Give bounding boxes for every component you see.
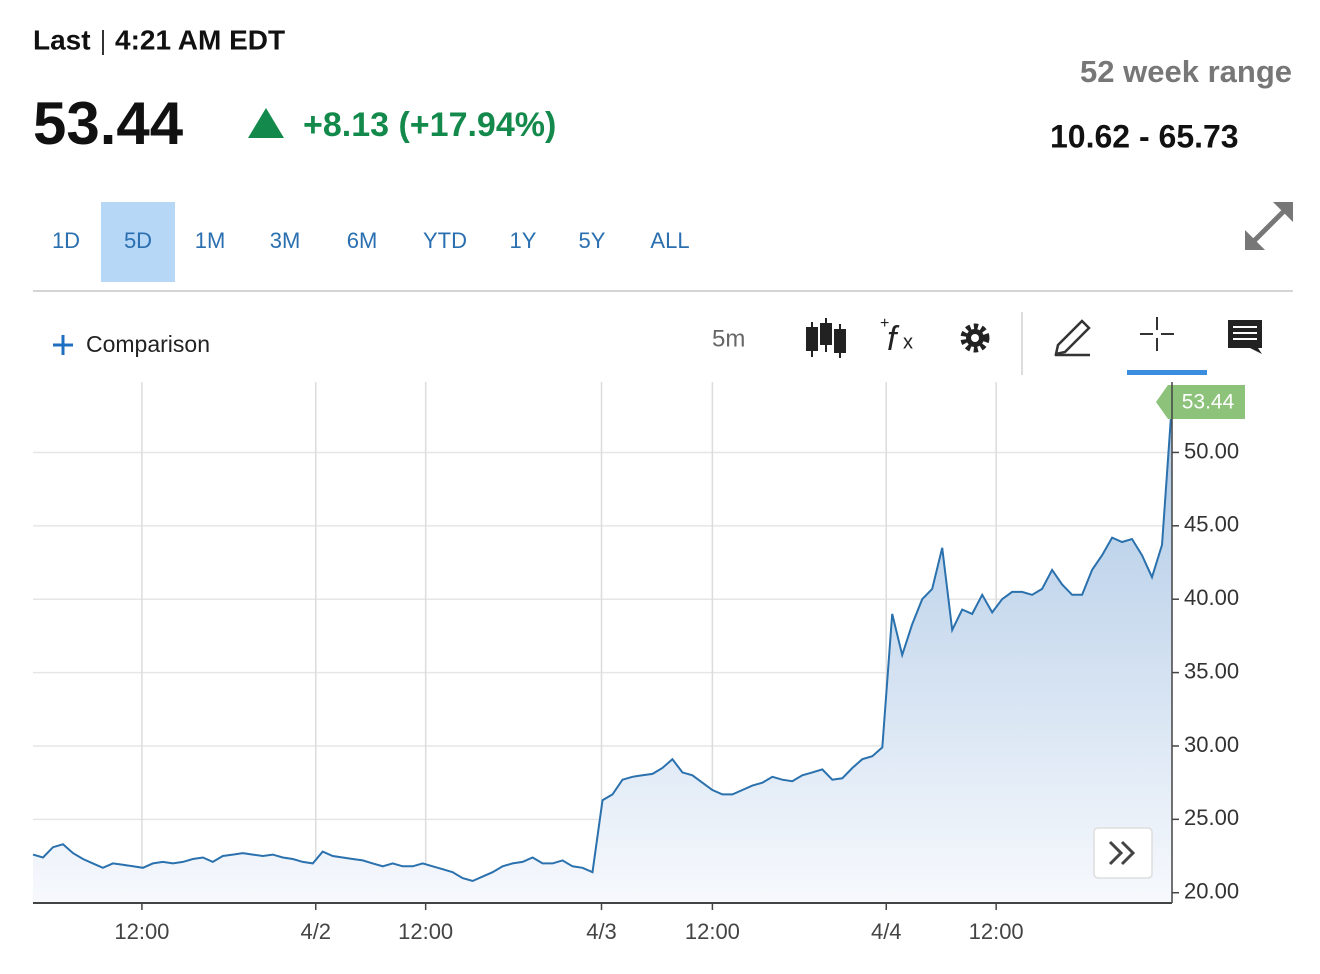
indicator-icon[interactable]: + f x (880, 315, 913, 358)
chart-toolbar: Comparison 5m + f x (53, 312, 1262, 375)
range-tab[interactable]: 1M (195, 228, 226, 253)
expand-icon[interactable] (1245, 202, 1293, 250)
chart: 20.00 25.00 30.00 35.00 40.00 45.00 50.00 12:00… (32, 382, 1245, 944)
tab-label: ALL (650, 228, 689, 253)
range-tab[interactable]: 5Y (579, 228, 606, 253)
line (32, 401, 1173, 883)
tab-label: 6M (347, 228, 378, 253)
range-tab[interactable]: 3M (270, 228, 301, 253)
last-value-box (1156, 384, 1245, 419)
draw-icon[interactable] (1054, 319, 1091, 357)
active-tab-bg (101, 202, 175, 282)
range-tab[interactable]: 5D (101, 202, 175, 282)
up-arrow (248, 108, 284, 138)
range-value: 10.62 - 65.73 (1050, 118, 1239, 154)
y-tick-label: 20.00 (1184, 879, 1239, 904)
y-tick-label: 25.00 (1184, 805, 1239, 830)
x-tick-label: 12:00 (114, 919, 169, 944)
crosshair-icon[interactable] (1140, 317, 1174, 351)
svg-text:+: + (880, 315, 889, 332)
comment-icon[interactable] (1228, 320, 1262, 354)
tab-label: 1M (195, 228, 226, 253)
change: +8.13 (+17.94%) (303, 106, 556, 144)
y-tick-label: 40.00 (1184, 585, 1239, 610)
tab-label: 1D (52, 228, 80, 253)
comparison-button[interactable]: Comparison (53, 331, 210, 357)
scroll-button[interactable] (1093, 827, 1153, 879)
x-tick-label: 12:00 (969, 919, 1024, 944)
tab-label: 5D (124, 228, 152, 253)
range-tab[interactable]: YTD (423, 228, 467, 253)
x-tick-label: 4/4 (871, 919, 902, 944)
range-tabs: 1D 5D 1M 3M 6M YTD 1Y 5Y ALL (52, 202, 690, 282)
y-tick-label: 30.00 (1184, 732, 1239, 757)
range-tab[interactable]: 1Y (510, 228, 537, 253)
x-tick-label: 12:00 (398, 919, 453, 944)
svg-text:x: x (903, 331, 913, 353)
tab-label: 5Y (579, 228, 606, 253)
y-tick-label: 35.00 (1184, 658, 1239, 683)
range-tab[interactable]: 1D (52, 228, 80, 253)
x-tick-label: 4/2 (300, 919, 331, 944)
x-tick-label: 12:00 (685, 919, 740, 944)
tab-label: YTD (423, 228, 467, 253)
last-time: 4:21 AM EDT (115, 24, 285, 55)
svg-text:f: f (887, 320, 900, 358)
candle-icon[interactable] (806, 318, 846, 358)
active-tool (1127, 370, 1207, 375)
y-tick-label: 50.00 (1184, 438, 1239, 463)
x-tick-label: 4/3 (586, 919, 617, 944)
comparison-label: Comparison (86, 331, 210, 357)
quote-header: Last 4:21 AM EDT 53.44 +8.13 (+17.94%) 5… (33, 24, 1293, 250)
tab-label: 3M (270, 228, 301, 253)
range-tab[interactable]: 6M (347, 228, 378, 253)
range-label: 52 week range (1080, 54, 1292, 89)
settings-icon[interactable] (960, 323, 990, 353)
last-label: Last (33, 24, 91, 55)
area (33, 402, 1172, 903)
last-value-label: 53.44 (1182, 391, 1235, 414)
price: 53.44 (33, 90, 184, 157)
tab-label: 1Y (510, 228, 537, 253)
range-tab[interactable]: ALL (650, 228, 689, 253)
y-tick-label: 45.00 (1184, 512, 1239, 537)
interval[interactable]: 5m (712, 325, 745, 352)
